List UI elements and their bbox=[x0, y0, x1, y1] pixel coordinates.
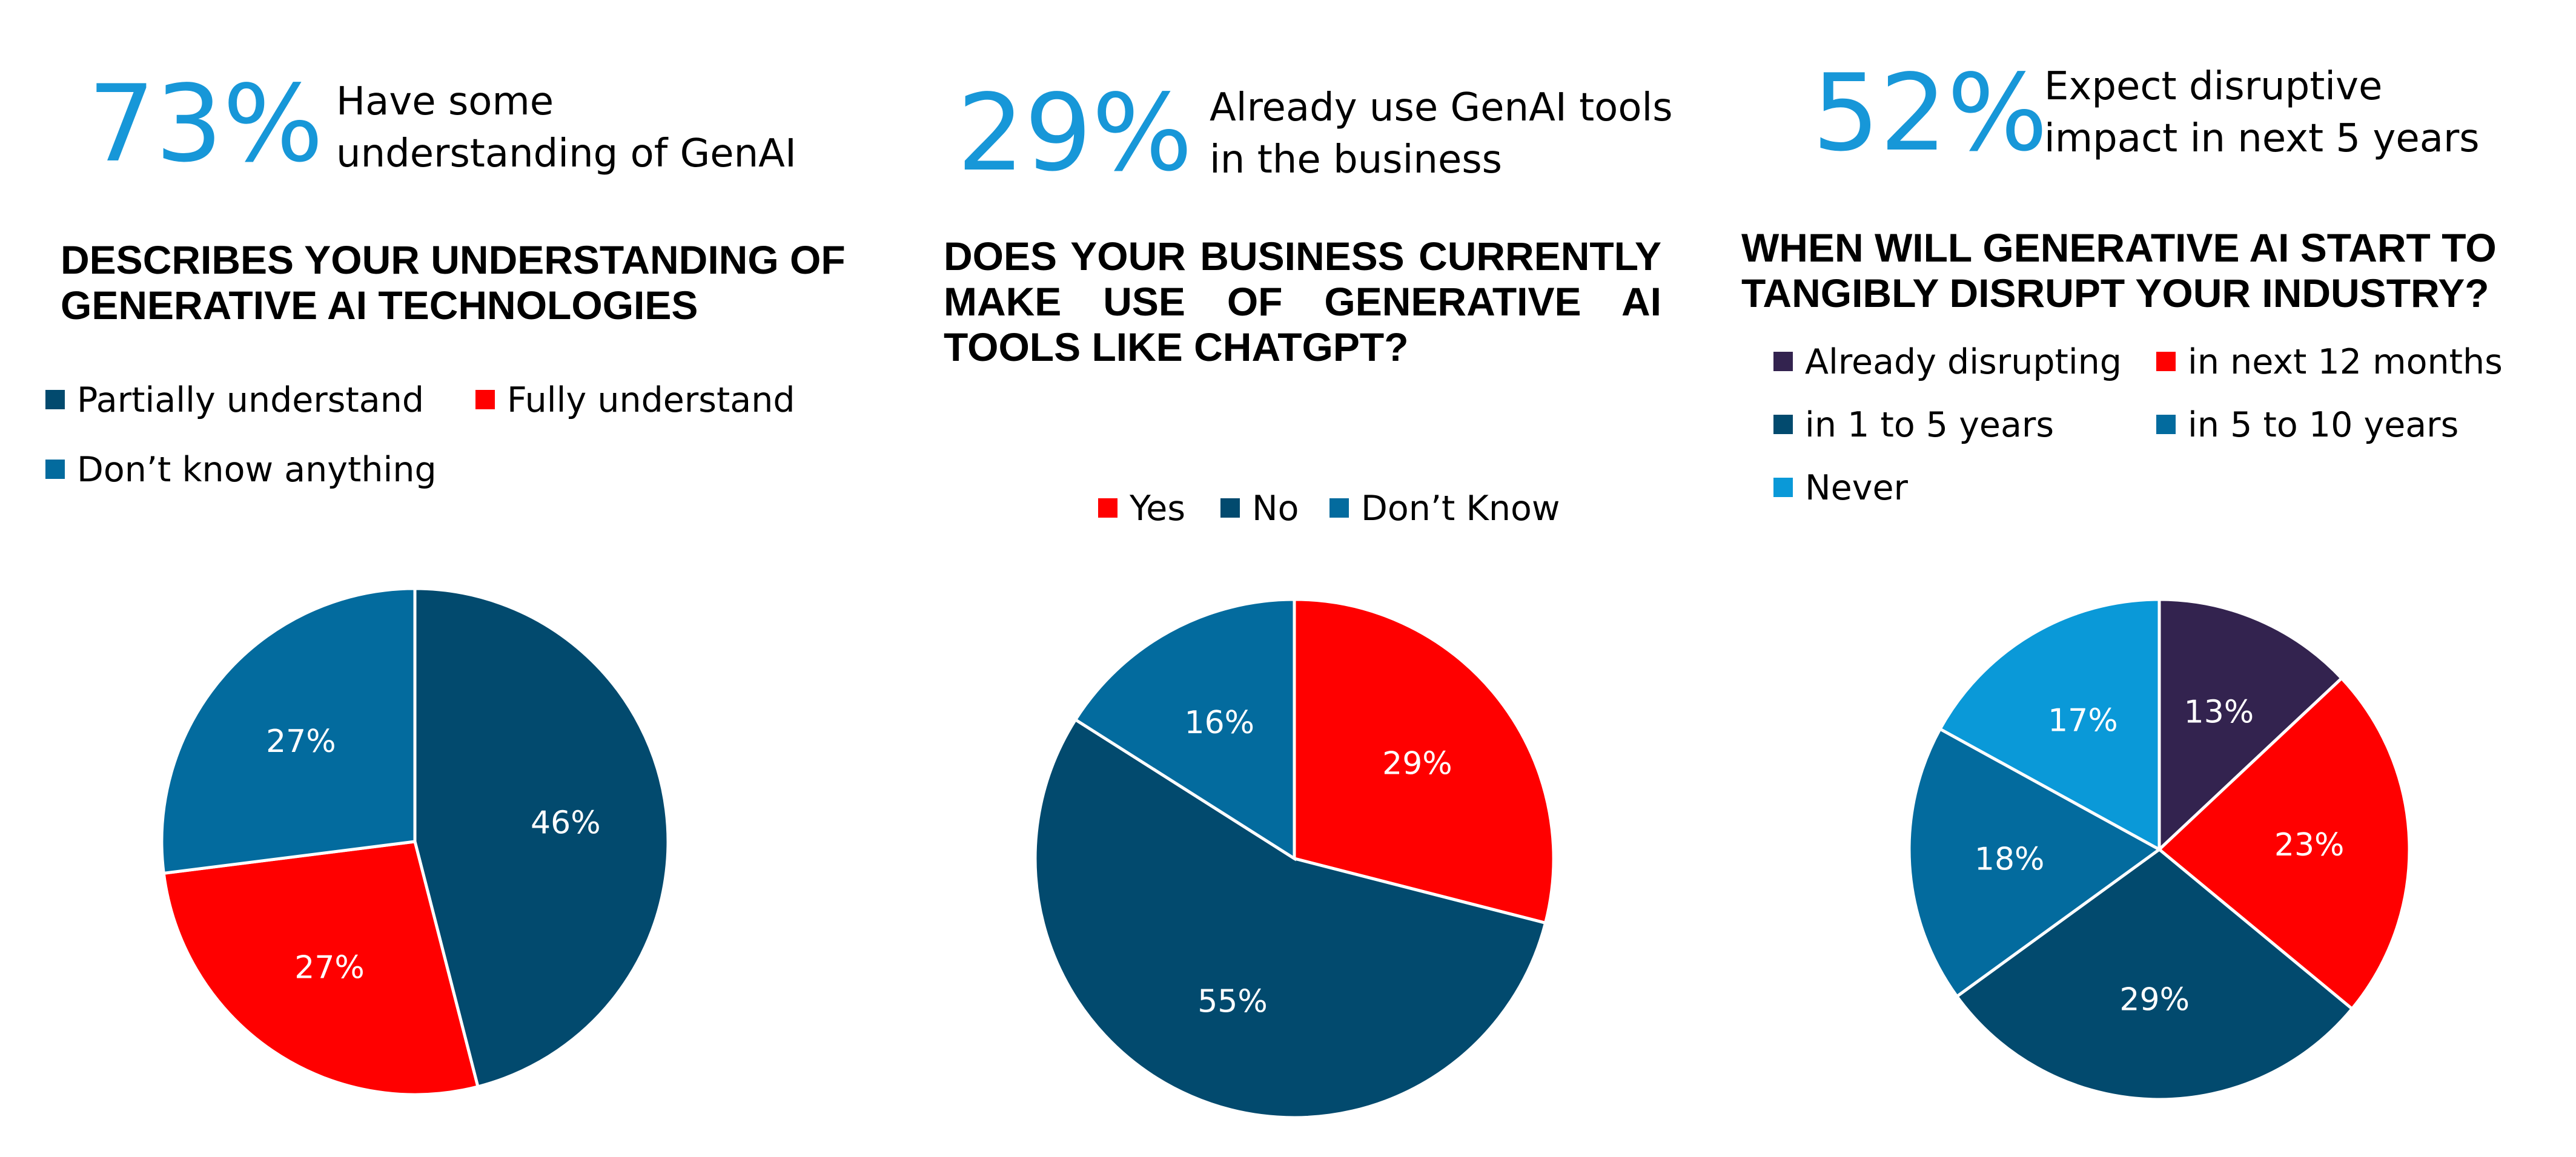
pie-slice bbox=[413, 587, 670, 1089]
pie-slice bbox=[1293, 598, 1555, 925]
pie-slice bbox=[1073, 598, 1296, 862]
chart-title-line: TOOLS LIKE CHATGPT? bbox=[944, 325, 1409, 370]
stat-value: 52% bbox=[1812, 52, 2048, 175]
legend-item: Don’t Know bbox=[1329, 492, 1560, 526]
chart-title-line: DESCRIBES YOUR UNDERSTANDING OF bbox=[61, 237, 846, 282]
legend-label: in next 12 months bbox=[2188, 342, 2503, 382]
legend-swatch bbox=[475, 390, 495, 410]
pie-data-label: 29% bbox=[2119, 982, 2190, 1018]
pie-data-label: 17% bbox=[2048, 703, 2118, 739]
pie-slice bbox=[2157, 676, 2411, 1011]
panel-current-usage: 29% Already use GenAI tools in the busin… bbox=[860, 0, 1720, 1157]
legend-item: Yes bbox=[1098, 492, 1185, 526]
pie-data-label: 18% bbox=[1975, 842, 2045, 878]
pie-slice bbox=[1955, 847, 2354, 1101]
legend-item: No bbox=[1220, 492, 1299, 526]
chart-title-line: TANGIBLY DISRUPT YOUR INDUSTRY? bbox=[1741, 271, 2489, 316]
pie-chart: 46% 27% 27% bbox=[160, 587, 670, 1096]
legend-label: Fully understand bbox=[507, 380, 795, 420]
pie-slice bbox=[162, 840, 480, 1096]
pie-slice bbox=[1033, 717, 1548, 1119]
pie-slice bbox=[160, 587, 417, 875]
legend-item: Partially understand bbox=[45, 383, 424, 418]
legend-item: Don’t know anything bbox=[45, 453, 437, 487]
pie-slice bbox=[1907, 727, 2162, 999]
legend-item: Fully understand bbox=[475, 383, 795, 418]
legend-swatch bbox=[2156, 415, 2176, 435]
stat-description-line: in the business bbox=[1210, 137, 1502, 183]
stat-description: Expect disruptive impact in next 5 years bbox=[2044, 61, 2480, 165]
stat-description: Already use GenAI tools in the business bbox=[1210, 82, 1673, 186]
legend-item: in next 12 months bbox=[2156, 345, 2503, 380]
stat-value: 29% bbox=[957, 72, 1193, 195]
legend-label: No bbox=[1252, 489, 1299, 529]
stat-description-line: Already use GenAI tools bbox=[1210, 85, 1673, 130]
legend-label: in 1 to 5 years bbox=[1805, 405, 2055, 445]
legend-label: Already disrupting bbox=[1805, 342, 2122, 382]
chart-title-line: GENERATIVE AI TECHNOLOGIES bbox=[61, 283, 698, 328]
pie-data-label: 29% bbox=[1382, 746, 1452, 782]
legend-label: Yes bbox=[1130, 489, 1186, 529]
pie-data-label: 46% bbox=[531, 805, 601, 842]
pie-chart: 29% 55% 16% bbox=[1033, 598, 1555, 1119]
pie-data-label: 27% bbox=[294, 949, 365, 986]
legend-swatch bbox=[2156, 352, 2176, 372]
legend-label: Don’t Know bbox=[1361, 489, 1560, 529]
legend-swatch bbox=[1098, 498, 1117, 518]
legend-swatch bbox=[45, 460, 65, 480]
panel-understanding: 73% Have some understanding of GenAI DES… bbox=[0, 0, 860, 1157]
stat-description-line: Expect disruptive bbox=[2044, 64, 2383, 109]
legend-swatch bbox=[1773, 478, 1793, 498]
stat-description: Have some understanding of GenAI bbox=[336, 76, 796, 180]
chart-title: WHEN WILL GENERATIVE AI START TO TANGIBL… bbox=[1741, 225, 2497, 316]
stat-description-line: understanding of GenAI bbox=[336, 131, 796, 177]
legend-swatch bbox=[1220, 498, 1240, 518]
legend-item: Never bbox=[1773, 471, 1908, 506]
pie-data-label: 23% bbox=[2274, 827, 2345, 863]
legend-item: in 5 to 10 years bbox=[2156, 408, 2458, 443]
chart-title-line: DOES YOUR BUSINESS CURRENTLY bbox=[944, 234, 1661, 279]
chart-title-line: MAKE USE OF GENERATIVE AI bbox=[944, 279, 1661, 325]
pie-data-label: 16% bbox=[1184, 705, 1254, 741]
pie-slice bbox=[1938, 598, 2161, 852]
chart-title: DESCRIBES YOUR UNDERSTANDING OF GENERATI… bbox=[61, 237, 846, 328]
chart-title: DOES YOUR BUSINESS CURRENTLY MAKE USE OF… bbox=[944, 234, 1661, 371]
legend-label: in 5 to 10 years bbox=[2188, 405, 2459, 445]
legend-label: Never bbox=[1805, 468, 1908, 508]
pie-data-label: 27% bbox=[266, 724, 336, 760]
legend-swatch bbox=[45, 390, 65, 410]
stat-description-line: Have some bbox=[336, 79, 554, 124]
legend-swatch bbox=[1329, 498, 1349, 518]
pie-chart: 13% 23% 29% 18% 17% bbox=[1907, 598, 2411, 1101]
stat-description-line: impact in next 5 years bbox=[2044, 116, 2480, 162]
stat-value: 73% bbox=[88, 63, 323, 186]
legend-item: in 1 to 5 years bbox=[1773, 408, 2054, 443]
legend-swatch bbox=[1773, 415, 1793, 435]
pie-slice bbox=[2157, 598, 2344, 853]
legend-label: Don’t know anything bbox=[77, 450, 437, 490]
chart-title-line: WHEN WILL GENERATIVE AI START TO bbox=[1741, 225, 2497, 270]
panel-disruption-timing: 52% Expect disruptive impact in next 5 y… bbox=[1720, 0, 2576, 1157]
legend-label: Partially understand bbox=[77, 380, 425, 420]
legend-item: Already disrupting bbox=[1773, 345, 2122, 380]
pie-data-label: 55% bbox=[1197, 984, 1268, 1020]
legend-swatch bbox=[1773, 352, 1793, 372]
pie-data-label: 13% bbox=[2184, 694, 2254, 731]
